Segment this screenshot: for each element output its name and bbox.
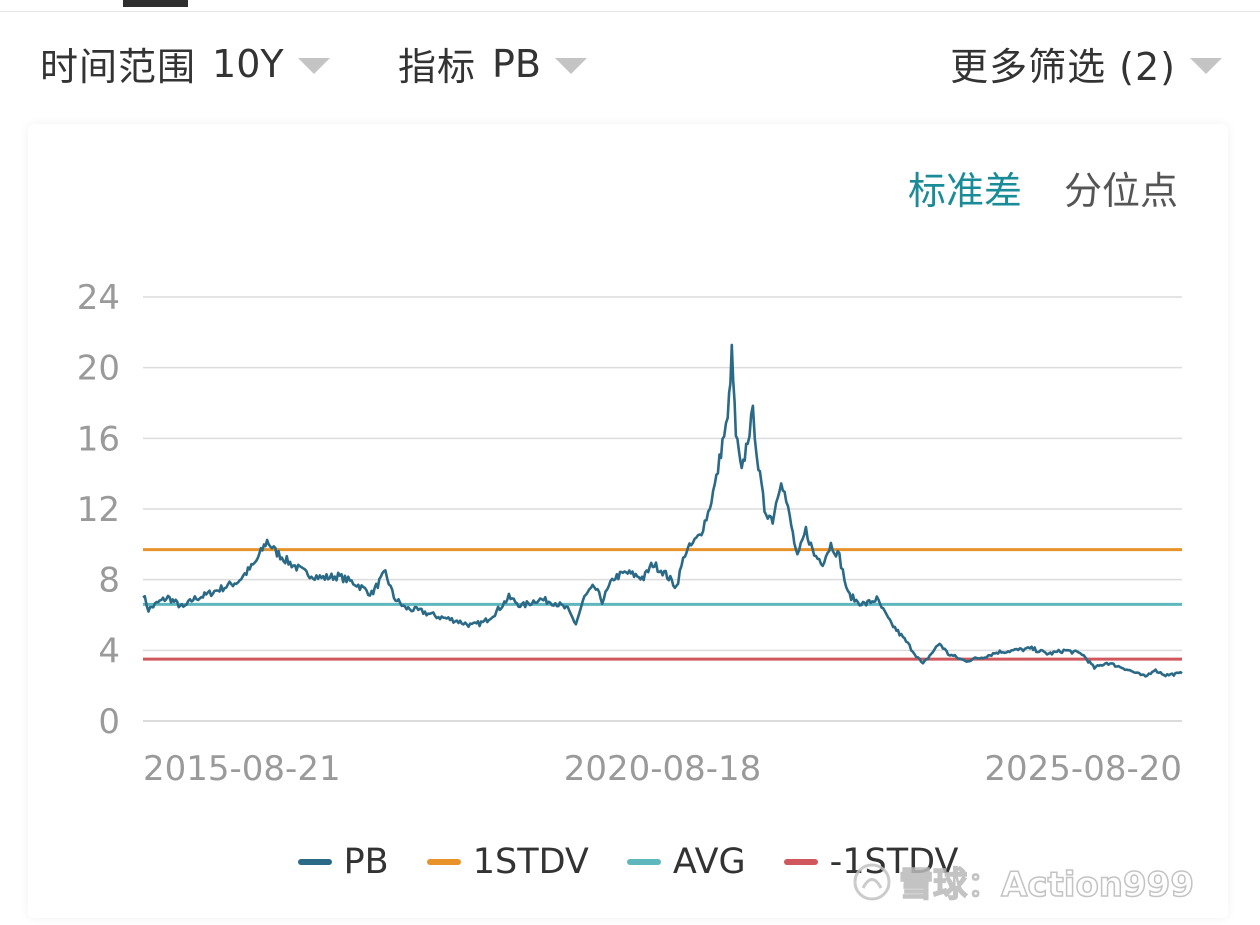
y-tick-label: 12	[77, 490, 120, 530]
legend-label-neg-1stdv: -1STDV	[829, 842, 959, 882]
pb-chart: 0 4 8 12 16 20 24 2015-08-21 2020-08-18 2025-08-2…	[77, 278, 1183, 789]
tab-percentile[interactable]: 分位点	[1063, 169, 1178, 213]
x-tick-label: 2025-08-20	[984, 749, 1182, 789]
snowball-logo-icon	[853, 863, 891, 900]
time-range-value: 10Y	[212, 41, 284, 86]
time-range-filter[interactable]: 时间范围 10Y	[40, 36, 330, 91]
watermark-text: 雪球：Action999	[898, 864, 1194, 906]
y-tick-label: 20	[77, 349, 120, 389]
metric-filter[interactable]: 指标 PB	[398, 36, 587, 91]
legend-label-avg: AVG	[672, 842, 746, 882]
legend-label-pb: PB	[343, 842, 389, 882]
caret-down-icon	[1190, 57, 1222, 74]
metric-value: PB	[492, 41, 541, 86]
y-tick-label: 16	[77, 419, 120, 459]
more-filters-label: 更多筛选 (2)	[950, 45, 1176, 89]
x-tick-label: 2015-08-21	[143, 749, 341, 789]
legend-item-1stdv[interactable]: 1STDV	[426, 842, 589, 882]
caret-down-icon	[297, 57, 330, 74]
top-divider	[0, 11, 1260, 12]
x-tick-label: 2020-08-18	[564, 749, 762, 789]
metric-label: 指标	[398, 45, 477, 89]
filter-bar: 时间范围 10Y 指标 PB 更多筛选 (2)	[0, 28, 1260, 98]
y-tick-label: 8	[98, 561, 120, 601]
chart-card: 标准差 分位点 0 4 8 12 16 20 24 2015-08-21 2020-08-18 2…	[28, 124, 1228, 918]
watermark: 雪球：Action999	[851, 857, 1195, 906]
legend-item-avg[interactable]: AVG	[626, 842, 746, 882]
more-filters[interactable]: 更多筛选 (2)	[950, 36, 1222, 91]
legend-swatch-neg-1stdv	[783, 859, 818, 865]
y-tick-label: 4	[98, 631, 120, 671]
legend-swatch-pb	[297, 859, 332, 865]
time-range-label: 时间范围	[40, 45, 197, 89]
legend-label-1stdv: 1STDV	[472, 842, 589, 882]
legend-item-pb[interactable]: PB	[297, 842, 389, 882]
caret-down-icon	[555, 57, 587, 74]
legend-item-neg-1stdv[interactable]: -1STDV	[783, 842, 959, 882]
series-line-pb	[142, 343, 1183, 678]
mode-tabs: 标准差 分位点	[908, 160, 1178, 215]
tab-std-dev[interactable]: 标准差	[907, 169, 1022, 213]
legend-swatch-avg	[626, 859, 661, 865]
y-tick-label: 24	[77, 278, 120, 318]
top-tab-indicator	[123, 0, 188, 7]
y-tick-label: 0	[98, 702, 120, 742]
chart-legend: PB 1STDV AVG -1STDV	[28, 842, 1228, 882]
legend-swatch-1stdv	[426, 859, 461, 865]
